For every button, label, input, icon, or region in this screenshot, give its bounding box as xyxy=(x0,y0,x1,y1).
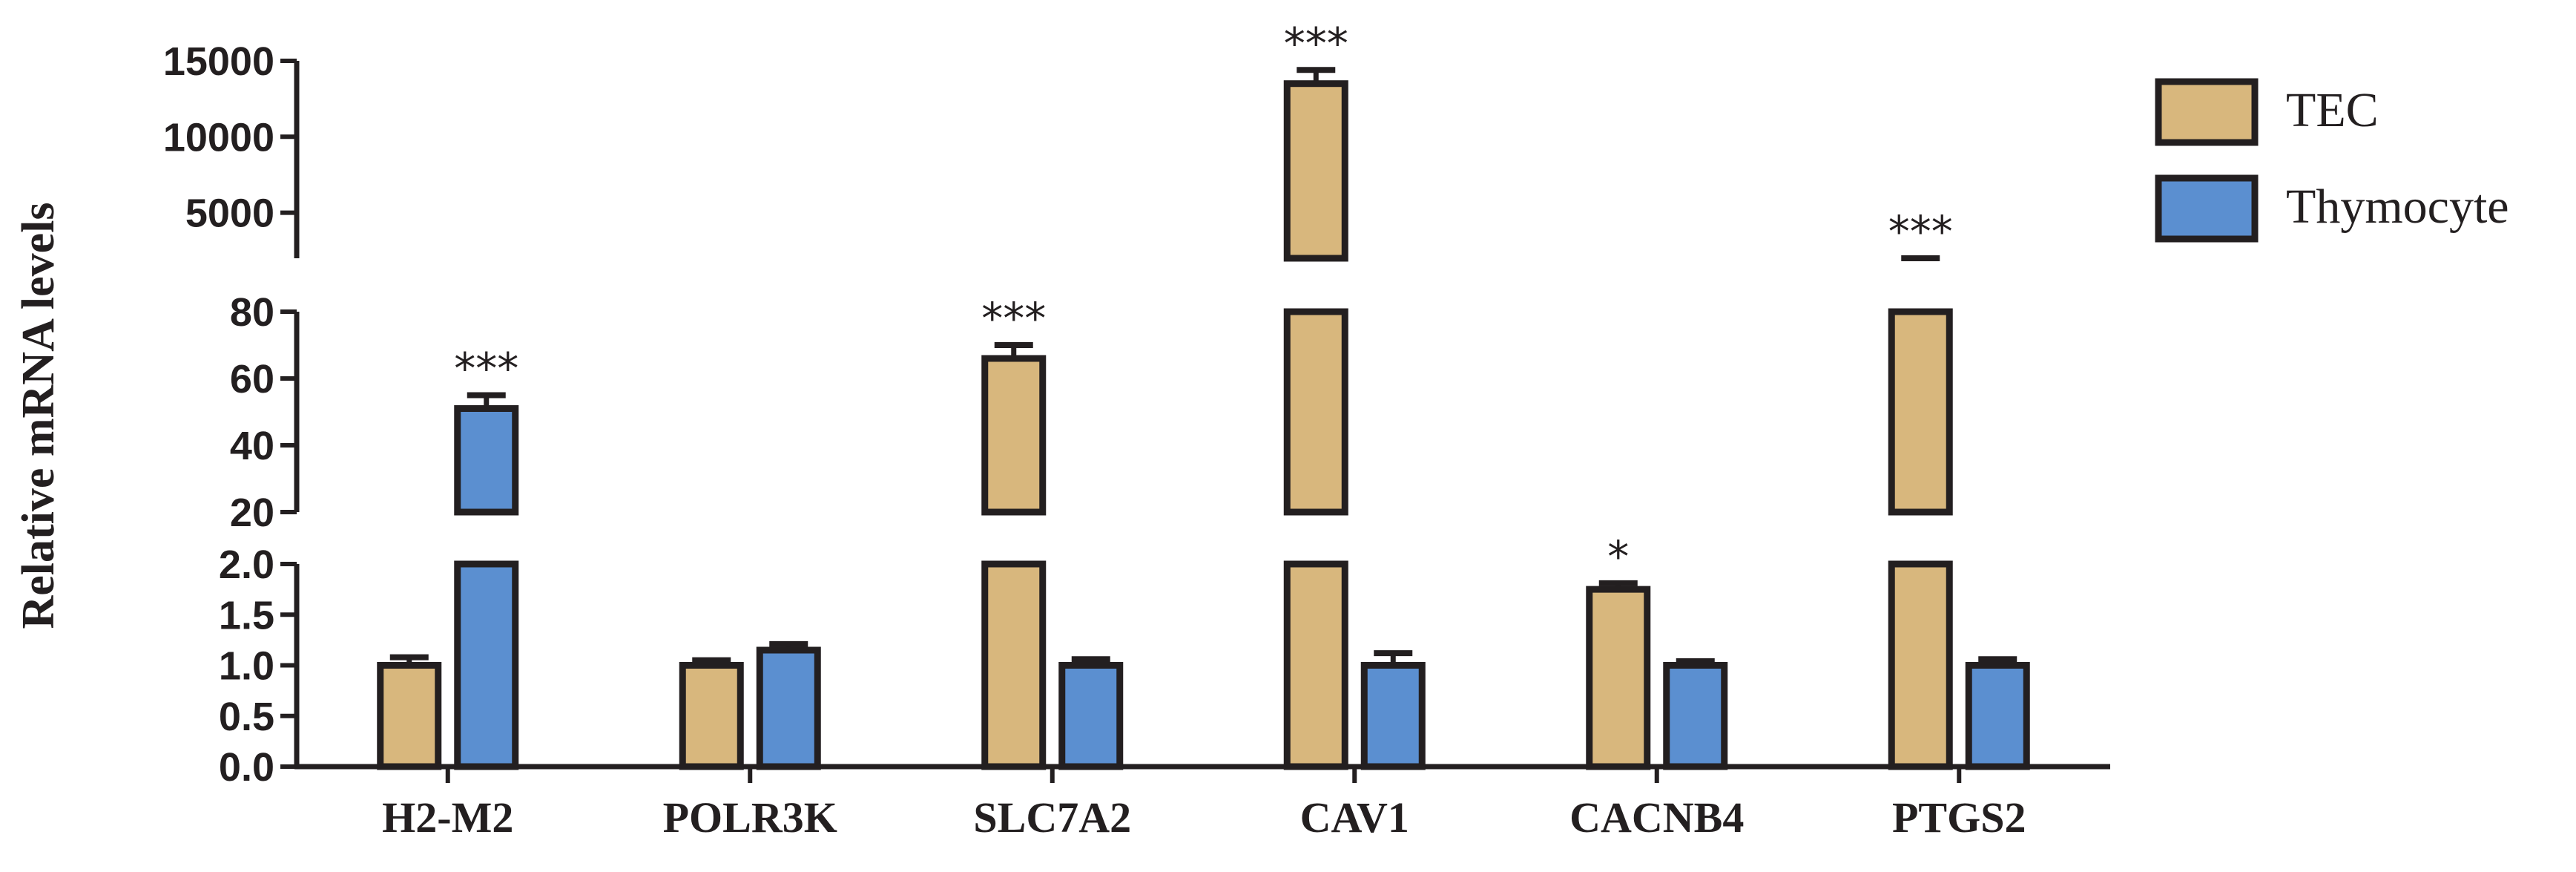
bar-tec-polr3k xyxy=(679,662,744,770)
y-tick-label: 5000 xyxy=(185,191,274,236)
bar-tec-slc7a2 xyxy=(981,560,1047,770)
legend-swatch-thymocyte xyxy=(2155,174,2259,243)
legend-label-thymocyte: Thymocyte xyxy=(2286,180,2509,234)
significance-label: *** xyxy=(1284,18,1348,68)
bar-tec-slc7a2 xyxy=(981,355,1047,516)
bar-tec-ptgs2 xyxy=(1888,308,1953,516)
y-tick-label: 20 xyxy=(230,491,274,535)
y-tick-label: 1.0 xyxy=(219,644,274,689)
bar-thymocyte-slc7a2 xyxy=(1058,662,1124,770)
x-tick-label: PTGS2 xyxy=(1892,793,2026,842)
significance-label: * xyxy=(1607,531,1629,582)
x-tick-label: CAV1 xyxy=(1300,793,1409,842)
axes: 0.0 0.5 1.0 1.5 2.0 20 40 60 80 5000 10000 15000 H2-… xyxy=(163,39,2110,842)
bar-tec-cav1 xyxy=(1283,308,1348,516)
legend-label-tec: TEC xyxy=(2286,83,2379,137)
bar-tec-cav1 xyxy=(1283,80,1348,262)
bar-thymocyte-h2-m2 xyxy=(454,405,519,516)
x-tick-label: CACNB4 xyxy=(1569,793,1744,842)
bars: ************* xyxy=(377,18,2030,770)
y-axis-label: Relative mRNA levels xyxy=(13,202,64,629)
y-tick-label: 15000 xyxy=(163,39,274,84)
x-tick-label: POLR3K xyxy=(663,793,837,842)
legend-swatch-tec xyxy=(2155,78,2259,146)
bar-tec-ptgs2 xyxy=(1888,560,1953,770)
bar-thymocyte-cacnb4 xyxy=(1663,662,1728,770)
bar-tec-cacnb4 xyxy=(1586,586,1651,770)
y-tick-label: 2.0 xyxy=(219,542,274,587)
y-tick-label: 60 xyxy=(230,357,274,401)
bar-tec-h2-m2 xyxy=(377,662,442,770)
x-tick-label: H2-M2 xyxy=(382,793,513,842)
legend: TEC Thymocyte xyxy=(2155,78,2509,243)
bar-thymocyte-h2-m2 xyxy=(454,560,519,770)
significance-label: *** xyxy=(1888,206,1953,257)
x-tick-label: SLC7A2 xyxy=(973,793,1131,842)
y-tick-label: 10000 xyxy=(163,115,274,160)
bar-thymocyte-cav1 xyxy=(1360,662,1426,770)
y-tick-label: 1.5 xyxy=(219,593,274,637)
y-tick-label: 0.0 xyxy=(219,745,274,790)
bar-thymocyte-polr3k xyxy=(756,646,821,770)
bar-thymocyte-ptgs2 xyxy=(1965,662,2030,770)
axis-labels: Relative mRNA levels xyxy=(13,202,64,629)
significance-label: *** xyxy=(454,344,518,394)
significance-label: *** xyxy=(981,293,1046,344)
bar-tec-cav1 xyxy=(1283,560,1348,770)
y-tick-label: 40 xyxy=(230,424,274,468)
y-tick-label: 80 xyxy=(230,290,274,335)
y-tick-label: 0.5 xyxy=(219,695,274,739)
